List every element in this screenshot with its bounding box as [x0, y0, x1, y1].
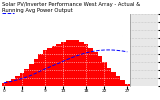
- Bar: [116, 76, 120, 86]
- Bar: [6, 81, 11, 86]
- Bar: [29, 64, 34, 86]
- Bar: [93, 52, 98, 86]
- Bar: [20, 73, 24, 86]
- Text: Solar PV/Inverter Performance West Array - Actual & Running Avg Power Output: Solar PV/Inverter Performance West Array…: [2, 2, 140, 13]
- Bar: [15, 76, 20, 86]
- Bar: [34, 59, 38, 86]
- Bar: [98, 56, 102, 86]
- Bar: [2, 83, 6, 86]
- Bar: [24, 69, 29, 86]
- Bar: [125, 84, 130, 86]
- Bar: [66, 40, 70, 86]
- Bar: [56, 44, 61, 86]
- Bar: [11, 79, 15, 86]
- Bar: [38, 54, 43, 86]
- Bar: [79, 42, 84, 86]
- Bar: [61, 42, 66, 86]
- Bar: [75, 40, 79, 86]
- Bar: [84, 44, 88, 86]
- Bar: [70, 40, 75, 86]
- Bar: [120, 80, 125, 86]
- Bar: [43, 50, 47, 86]
- Bar: [88, 48, 93, 86]
- Bar: [111, 72, 116, 86]
- Bar: [102, 62, 107, 86]
- Bar: [107, 68, 111, 86]
- Bar: [47, 48, 52, 86]
- Bar: [52, 46, 56, 86]
